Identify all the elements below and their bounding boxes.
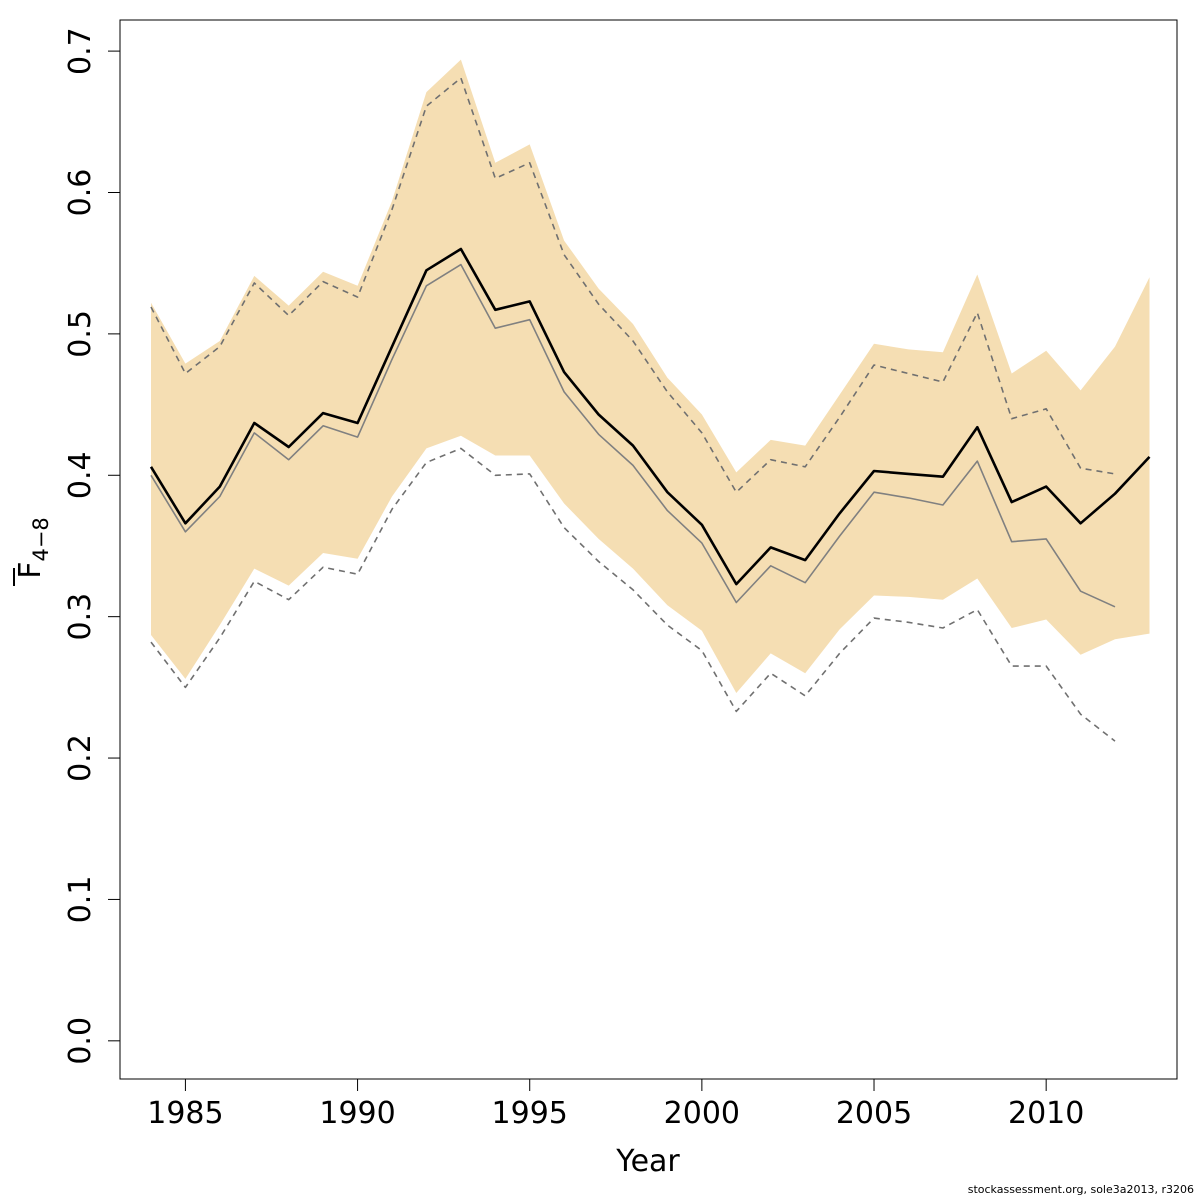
y-axis: 0.0 0.1 0.2 0.3 0.4 0.5 0.6 0.7 xyxy=(63,27,121,1065)
x-axis: 1985 1990 1995 2000 2005 2010 xyxy=(147,1078,1084,1131)
y-tick-label: 0.3 xyxy=(63,593,98,641)
x-tick-label: 1985 xyxy=(147,1096,223,1131)
x-tick-label: 1995 xyxy=(492,1096,568,1131)
svg-text:F4−8: F4−8 xyxy=(13,517,53,579)
y-tick-label: 0.0 xyxy=(63,1017,98,1065)
confidence-band xyxy=(151,59,1150,694)
series-line-dashed-lower xyxy=(150,447,1116,742)
x-tick-label: 2010 xyxy=(1008,1096,1084,1131)
y-tick-label: 0.7 xyxy=(63,27,98,75)
y-tick-label: 0.5 xyxy=(63,310,98,358)
confidence-band-layer xyxy=(151,59,1150,694)
x-axis-title: Year xyxy=(615,1144,680,1179)
x-tick-label: 2000 xyxy=(664,1096,740,1131)
y-tick-label: 0.2 xyxy=(63,734,98,782)
x-tick-label: 1990 xyxy=(319,1096,395,1131)
y-axis-title-subscript: 4−8 xyxy=(29,517,53,561)
source-footer: stockassessment.org, sole3a2013, r3206 xyxy=(967,1183,1194,1196)
y-axis-title: F4−8 xyxy=(13,517,53,586)
series-line-thick xyxy=(149,247,1151,586)
y-axis-title-main: F xyxy=(13,562,48,579)
y-tick-label: 0.4 xyxy=(63,451,98,499)
x-tick-label: 2005 xyxy=(836,1096,912,1131)
series-line-dashed-upper xyxy=(150,77,1116,494)
series-lines-layer xyxy=(149,77,1151,742)
series-line-thin xyxy=(150,263,1116,608)
y-tick-label: 0.1 xyxy=(63,876,98,924)
y-tick-label: 0.6 xyxy=(63,169,98,217)
